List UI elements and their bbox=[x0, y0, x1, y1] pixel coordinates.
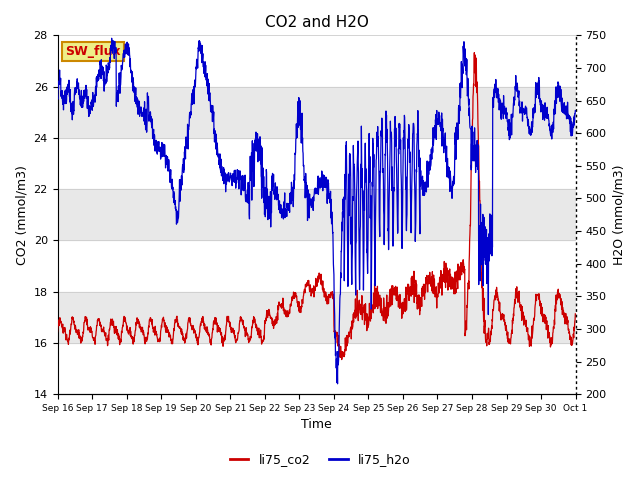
X-axis label: Time: Time bbox=[301, 419, 332, 432]
Legend: li75_co2, li75_h2o: li75_co2, li75_h2o bbox=[225, 448, 415, 471]
Bar bbox=[58, 292, 575, 343]
Y-axis label: H2O (mmol/m3): H2O (mmol/m3) bbox=[612, 165, 625, 265]
Bar bbox=[58, 86, 575, 138]
Bar bbox=[58, 189, 575, 240]
Text: SW_flux: SW_flux bbox=[65, 45, 121, 58]
Y-axis label: CO2 (mmol/m3): CO2 (mmol/m3) bbox=[15, 165, 28, 264]
Title: CO2 and H2O: CO2 and H2O bbox=[264, 15, 369, 30]
